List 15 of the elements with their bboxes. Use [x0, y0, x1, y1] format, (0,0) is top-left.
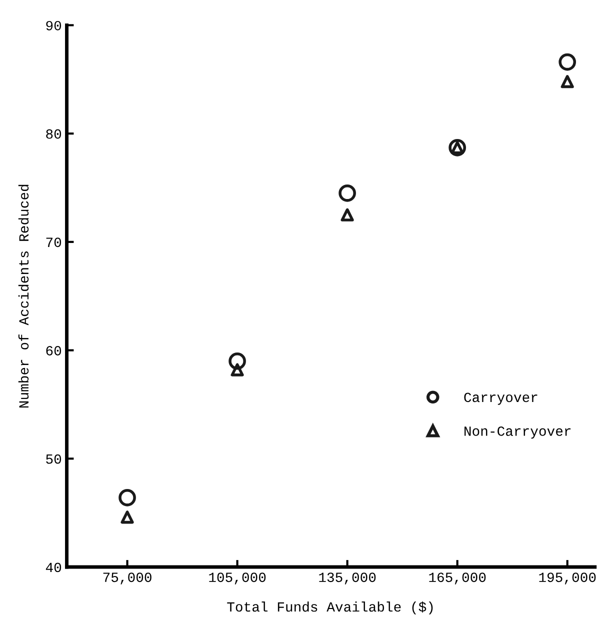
x-tick-label: 135,000 [319, 572, 376, 584]
x-tick-label: 195,000 [539, 572, 596, 584]
y-axis-title: Number of Accidents Reduced [18, 184, 29, 408]
legend-label: Non-Carryover [464, 426, 571, 439]
y-tick-label: 60 [46, 346, 62, 356]
x-tick-label: 105,000 [209, 572, 266, 584]
x-tick-label: 75,000 [103, 572, 152, 584]
x-tick-label: 165,000 [429, 572, 486, 584]
y-tick-label: 50 [46, 454, 62, 464]
y-tick-label: 40 [46, 562, 62, 572]
y-tick-label: 90 [46, 20, 62, 30]
y-tick-label: 80 [46, 129, 62, 139]
legend-label: Carryover [464, 392, 538, 405]
x-axis-title: Total Funds Available ($) [227, 601, 433, 614]
y-tick-label: 70 [46, 238, 62, 248]
